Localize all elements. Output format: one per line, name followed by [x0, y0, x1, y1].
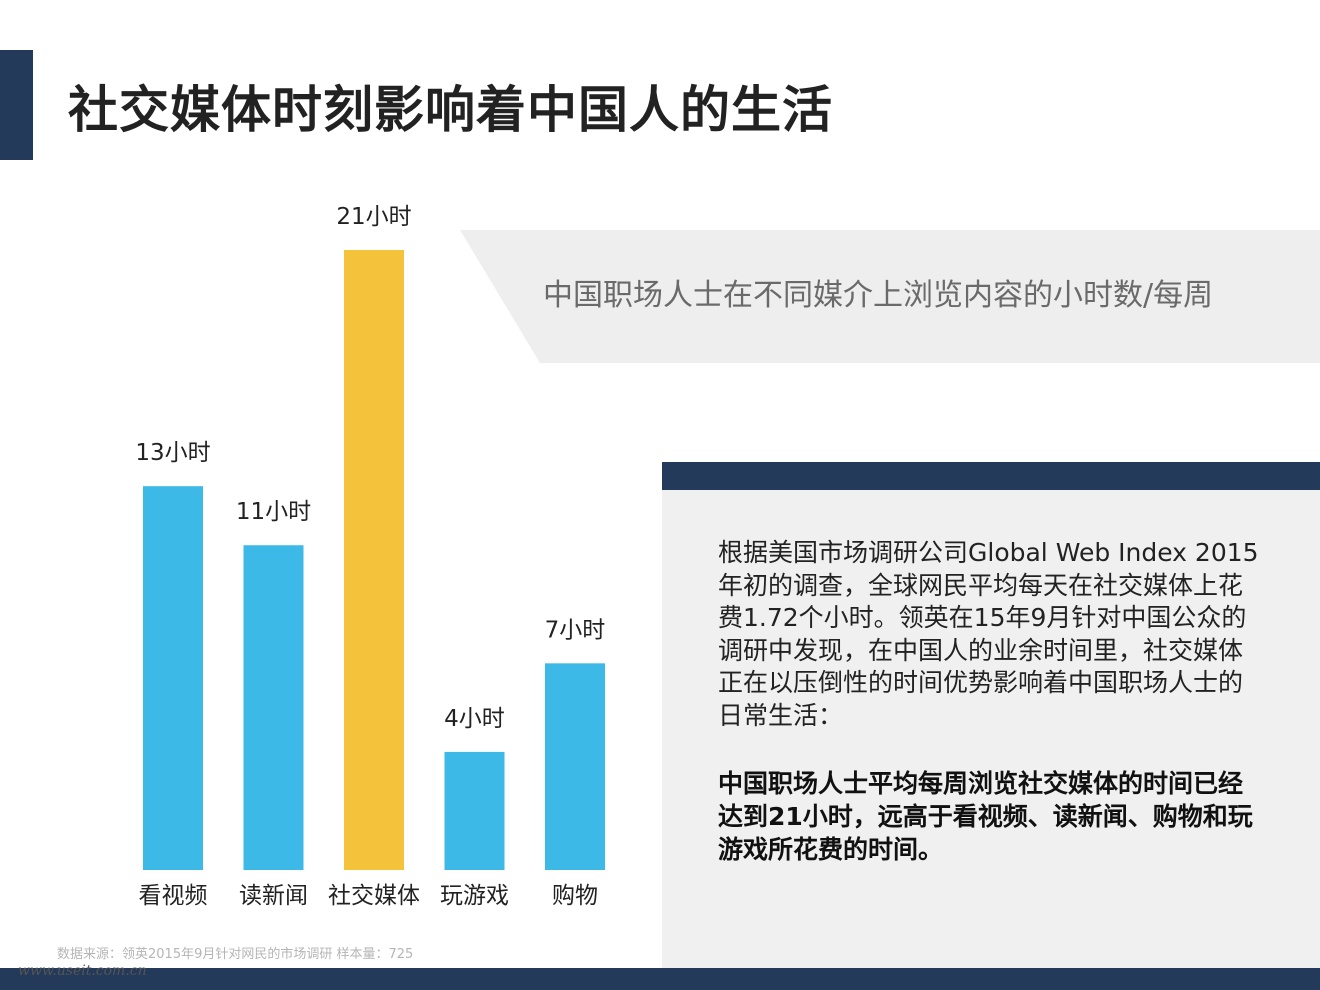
bar-value-label-4: 7小时 [545, 617, 606, 643]
category-label-4: 购物 [552, 883, 598, 909]
bar-value-label-3: 4小时 [444, 706, 505, 732]
bar-0 [143, 486, 203, 870]
data-source-note: 数据来源：领英2015年9月针对网民的市场调研 样本量：725 [57, 947, 414, 962]
category-label-1: 读新闻 [239, 883, 308, 909]
bar-value-label-0: 13小时 [135, 440, 210, 466]
watermark: www.useit.com.cn [18, 963, 147, 979]
bar-1 [243, 545, 304, 870]
info-panel-header [662, 462, 1320, 490]
bar-value-label-1: 11小时 [236, 499, 311, 525]
footer-bar [0, 968, 1320, 990]
info-panel [662, 490, 1320, 968]
category-label-0: 看视频 [139, 883, 208, 909]
info-highlight-text: 中国职场人士平均每周浏览社交媒体的时间已经达到21小时，远高于看视频、读新闻、购… [718, 769, 1253, 864]
chart-title: 中国职场人士在不同媒介上浏览内容的小时数/每周 [543, 278, 1214, 313]
page-title: 社交媒体时刻影响着中国人的生活 [68, 81, 833, 139]
bar-2 [344, 250, 404, 870]
title-accent-bar [0, 50, 33, 160]
bar-4 [545, 663, 605, 870]
info-body-text: 根据美国市场调研公司Global Web Index 2015年初的调查，全球网… [718, 538, 1259, 730]
bar-value-label-2: 21小时 [336, 204, 411, 230]
category-label-3: 玩游戏 [440, 883, 509, 909]
category-label-2: 社交媒体 [328, 883, 420, 909]
chart-title-banner [460, 230, 1320, 363]
bar-3 [444, 751, 505, 870]
